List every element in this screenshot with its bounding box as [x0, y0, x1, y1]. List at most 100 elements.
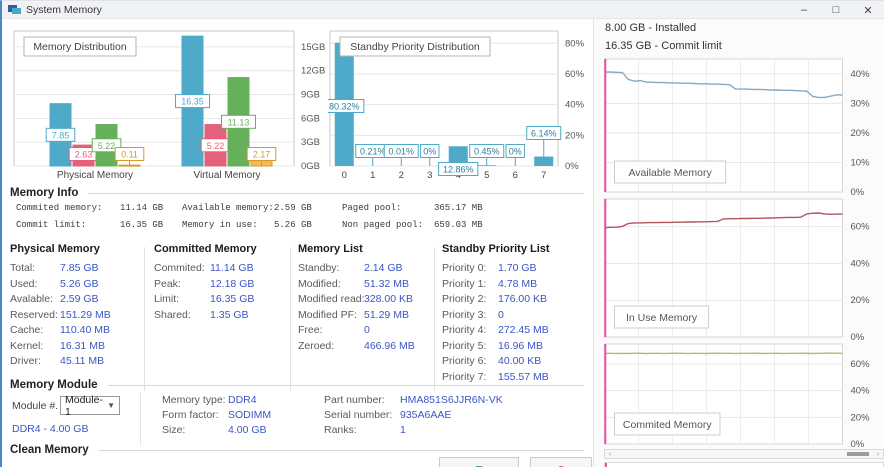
detail-label: Priority 5:: [442, 339, 487, 352]
svg-text:0.21%: 0.21%: [360, 147, 386, 157]
detail-row: Standby: 2.14 GB: [298, 261, 415, 277]
detail-value: 16.31 MB: [60, 339, 105, 352]
module-divider: [140, 393, 141, 445]
detail-label: Priority 1:: [442, 277, 487, 290]
standby-priority-svg: 0%20%40%60%80%080.32%10.21%20.01%30%412.…: [324, 30, 585, 181]
detail-row: Priority 3: 0: [442, 308, 550, 324]
svg-text:2.63: 2.63: [75, 150, 93, 160]
detail-label: Priority 3:: [442, 308, 487, 321]
memory-info-label: Available memory:: [182, 203, 274, 213]
module-select[interactable]: Module-1 ▼: [60, 394, 120, 418]
detail-column: Memory List Standby: 2.14 GB Modified: 51.32…: [298, 243, 415, 354]
svg-text:Standby Priority Distribution: Standby Priority Distribution: [350, 41, 480, 53]
detail-label: Modified read:: [298, 293, 365, 305]
svg-text:20%: 20%: [851, 295, 871, 306]
svg-text:10%: 10%: [851, 157, 871, 168]
detail-value: 151.29 MB: [60, 308, 111, 321]
memory-info-value: 365.17 MB: [434, 203, 483, 213]
svg-text:Virtual Memory: Virtual Memory: [193, 170, 260, 181]
memory-info-value: 16.35 GB: [120, 220, 164, 230]
installed-memory-text: 8.00 GB - Installed: [605, 22, 697, 34]
scrollbar-thumb[interactable]: [847, 452, 869, 456]
scrollbar-left-arrow[interactable]: ‹: [608, 450, 612, 458]
detail-label: Priority 7:: [442, 370, 487, 383]
memory-info-label: Memory in use:: [182, 220, 258, 230]
detail-value: 2.14 GB: [364, 262, 403, 274]
memory-distribution-chart: 0GB 3GB 6GB 9GB 12GB 15GB Physical Memory 7.85 2…: [12, 29, 327, 186]
module-field-row: Serial number: 935A6AAE: [324, 408, 503, 423]
detail-value: 16.35 GB: [210, 293, 255, 305]
svg-text:11.13: 11.13: [228, 117, 250, 127]
memory-info-value: 659.03 MB: [434, 220, 483, 230]
detail-row: Modified PF: 51.29 MB: [298, 308, 415, 324]
svg-text:1: 1: [370, 170, 375, 181]
svg-text:15GB: 15GB: [301, 42, 325, 53]
clean-action-button-1[interactable]: [439, 457, 519, 467]
svg-text:60%: 60%: [565, 69, 585, 80]
memory-info-value: 5.26 GB: [274, 220, 312, 230]
detail-label: Priority 6:: [442, 355, 487, 367]
svg-text:5: 5: [484, 170, 489, 181]
memory-module-title: Memory Module: [10, 379, 98, 391]
detail-row: Zeroed: 466.96 MB: [298, 339, 415, 355]
history-line-svg: 0% 20% 40% 60% Commited Memory: [604, 343, 870, 450]
svg-text:0%: 0%: [509, 147, 522, 157]
detail-value: 45.11 MB: [60, 355, 105, 367]
svg-text:5.22: 5.22: [207, 141, 225, 151]
clean-action-button-2[interactable]: [530, 457, 592, 467]
module-field-label: Memory type:: [162, 394, 226, 406]
svg-text:0.01%: 0.01%: [388, 147, 414, 157]
detail-column-title: Physical Memory: [10, 243, 100, 255]
svg-text:0%: 0%: [851, 332, 865, 340]
svg-text:Physical Memory: Physical Memory: [57, 170, 133, 181]
detail-label: Standby:: [298, 262, 340, 274]
close-button[interactable]: ✕: [863, 4, 873, 17]
detail-value: 7.85 GB: [60, 262, 99, 274]
svg-text:2.17: 2.17: [253, 150, 271, 160]
commited-memory-history-chart: 0% 20% 40% 60% Commited Memory: [604, 343, 884, 452]
main-panel: 0GB 3GB 6GB 9GB 12GB 15GB Physical Memory 7.85 2…: [2, 19, 593, 467]
svg-text:7.85: 7.85: [52, 130, 70, 140]
module-field-value: HMA851S6JJR6N-VK: [400, 394, 503, 406]
module-field-label: Form factor:: [162, 409, 219, 421]
svg-text:6: 6: [513, 170, 518, 181]
module-fields-left: Memory type: DDR4 Form factor: SODIMM Size: 4…: [162, 393, 271, 438]
svg-text:12.86%: 12.86%: [443, 165, 474, 175]
history-scrollbar[interactable]: ‹ ›: [604, 449, 884, 459]
detail-row: Priority 4: 272.45 MB: [442, 323, 550, 339]
memory-info-label: Commited memory:: [16, 203, 103, 213]
svg-text:16.35: 16.35: [181, 97, 204, 107]
maximize-button[interactable]: □: [832, 4, 840, 16]
detail-label: Free:: [298, 324, 323, 336]
detail-row: Avalable: 2.59 GB: [10, 292, 111, 308]
module-field-row: Ranks: 1: [324, 423, 503, 438]
memory-info-label: Paged pool:: [342, 203, 402, 213]
module-field-label: Size:: [162, 424, 186, 436]
detail-value: 16.96 MB: [498, 339, 543, 352]
detail-label: Kernel:: [10, 339, 44, 352]
detail-row: Free: 0: [298, 323, 415, 339]
svg-text:7: 7: [541, 170, 546, 181]
svg-text:0%: 0%: [565, 161, 579, 172]
module-field-value: 4.00 GB: [228, 424, 267, 436]
detail-value: 1.70 GB: [498, 262, 537, 274]
memory-info-grid: Commited memory: 11.14 GB Commit limit: 16.…: [2, 203, 593, 239]
scrollbar-right-arrow[interactable]: ›: [876, 450, 880, 458]
memory-distribution-svg: 0GB 3GB 6GB 9GB 12GB 15GB Physical Memory 7.85 2…: [13, 30, 325, 181]
detail-column: Standby Priority List Priority 0: 1.70 GB P…: [442, 243, 550, 385]
memory-info-value: 2.59 GB: [274, 203, 312, 213]
svg-text:3: 3: [427, 170, 432, 181]
in-use-memory-history-chart: 0% 20% 40% 60% In Use Memory: [604, 198, 884, 345]
svg-text:20%: 20%: [851, 128, 871, 139]
app-icon: [8, 4, 21, 15]
detail-row: Total: 7.85 GB: [10, 261, 111, 277]
module-field-row: Part number: HMA851S6JJR6N-VK: [324, 393, 503, 408]
detail-row: Driver: 45.11 MB: [10, 354, 111, 370]
detail-row: Limit: 16.35 GB: [154, 292, 257, 308]
svg-text:6GB: 6GB: [301, 113, 320, 124]
detail-label: Total:: [10, 262, 36, 274]
detail-row: Shared: 1.35 GB: [154, 308, 257, 324]
detail-label: Shared:: [154, 308, 191, 321]
minimize-button[interactable]: –: [800, 4, 808, 16]
